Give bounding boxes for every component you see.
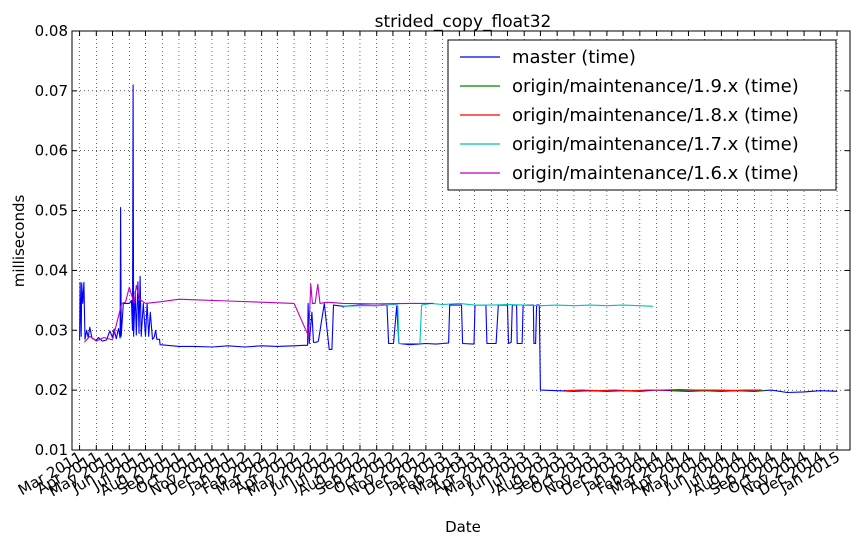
y-tick-label: 0.08 — [35, 22, 68, 40]
legend-label: origin/maintenance/1.8.x (time) — [512, 105, 799, 126]
series-line — [83, 283, 434, 343]
legend-label: origin/maintenance/1.7.x (time) — [512, 134, 799, 155]
series-line — [343, 302, 653, 345]
y-tick-label: 0.01 — [35, 441, 68, 459]
legend-label: origin/maintenance/1.6.x (time) — [512, 163, 799, 184]
series-layer — [79, 84, 838, 394]
legend-label: origin/maintenance/1.9.x (time) — [512, 76, 799, 97]
y-axis: 0.01 0.02 0.03 0.04 0.05 0.06 0.07 0.08 — [35, 22, 850, 459]
y-tick-label: 0.06 — [35, 142, 68, 160]
y-tick-label: 0.05 — [35, 202, 68, 220]
legend-label: master (time) — [512, 47, 636, 68]
y-axis-title: milliseconds — [10, 195, 28, 288]
legend-box — [447, 39, 837, 191]
legend: master (time) origin/maintenance/1.9.x (t… — [447, 39, 837, 191]
chart-title: strided_copy_float32 — [375, 12, 552, 32]
series-line — [564, 388, 762, 392]
y-tick-label: 0.02 — [35, 381, 68, 399]
y-tick-label: 0.07 — [35, 82, 68, 100]
y-tick-label: 0.04 — [35, 261, 68, 279]
y-tick-label: 0.03 — [35, 321, 68, 339]
plot-frame — [71, 30, 851, 451]
x-axis-title: Date — [445, 518, 481, 536]
series-line — [79, 84, 838, 394]
